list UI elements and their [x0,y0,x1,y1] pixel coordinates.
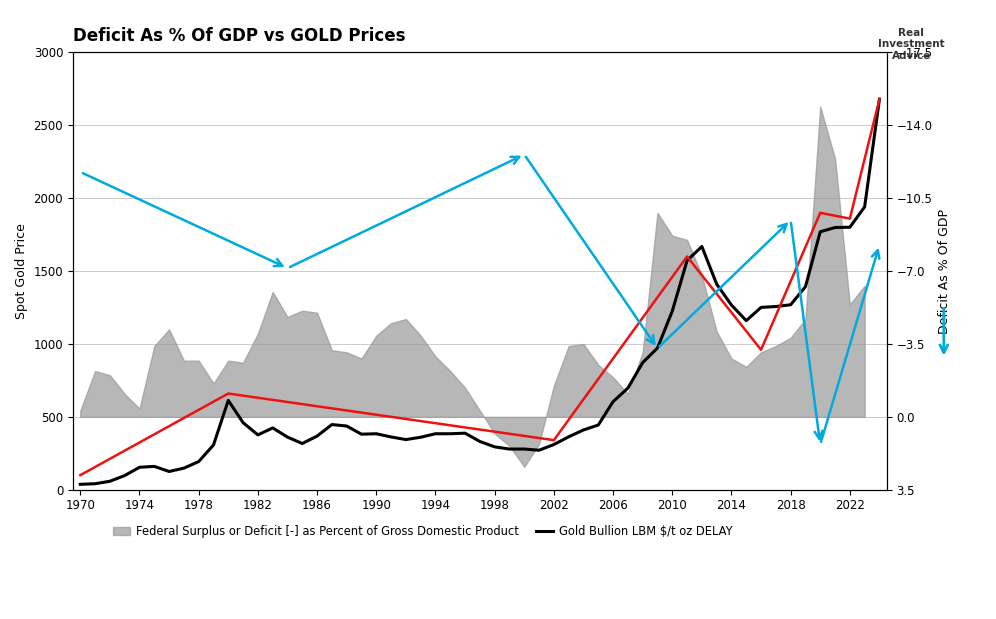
Y-axis label: Spot Gold Price: Spot Gold Price [15,223,28,319]
Y-axis label: Deficit As % Of GDP: Deficit As % Of GDP [938,209,951,334]
Legend: Federal Surplus or Deficit [-] as Percent of Gross Domestic Product, Gold Bullio: Federal Surplus or Deficit [-] as Percen… [109,521,737,543]
Text: Deficit As % Of GDP vs GOLD Prices: Deficit As % Of GDP vs GOLD Prices [73,27,405,45]
Text: Real
Investment
Advice: Real Investment Advice [878,28,944,61]
